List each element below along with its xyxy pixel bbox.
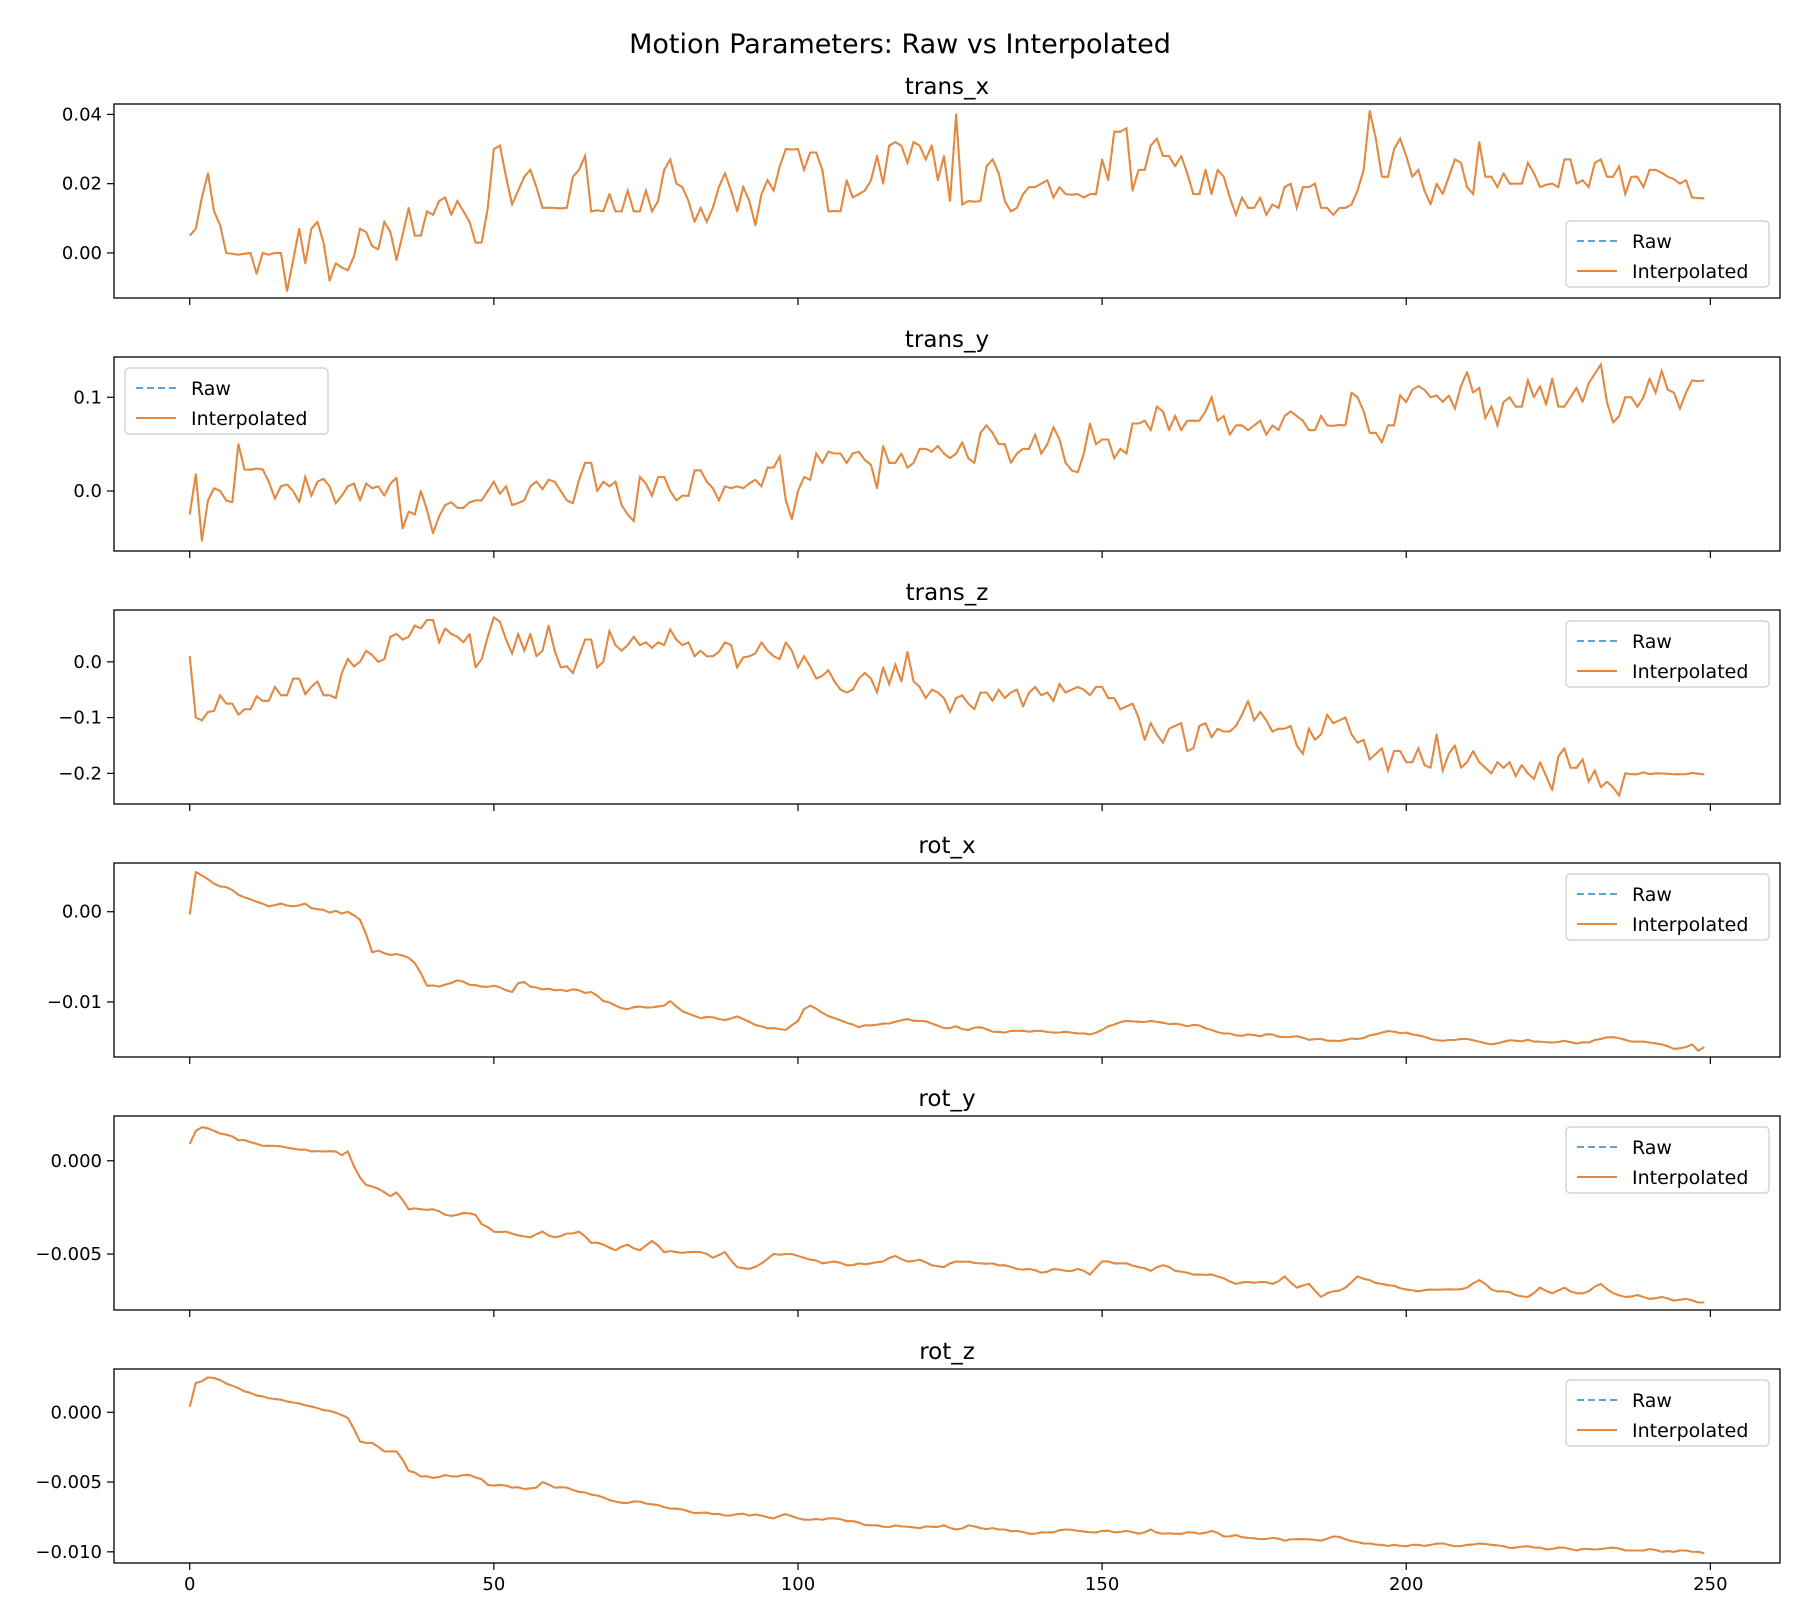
subplot-rot-y: rot_y −0.005 0.000 Raw Interpolated: [35, 1086, 1781, 1317]
x-tick-label: 100: [781, 1574, 815, 1595]
series-line-interpolated: [188, 871, 1705, 1052]
axes-frame: [113, 103, 1781, 299]
y-tick-label: 0.0: [73, 652, 102, 673]
y-tick-label: 0.1: [73, 387, 102, 408]
legend-item-interpolated-label: Interpolated: [191, 408, 307, 430]
legend: Raw Interpolated: [1565, 220, 1770, 288]
subplot-title: trans_z: [906, 580, 989, 606]
y-tick-label: 0.0: [73, 481, 102, 502]
legend-item-raw-label: Raw: [1632, 231, 1672, 253]
axes-frame: [113, 1368, 1781, 1564]
series-line-raw: [188, 870, 1705, 1052]
subplot-rot-x: rot_x −0.01 0.00 Raw Interpolated: [47, 833, 1781, 1064]
subplot-trans-z: trans_z −0.2 −0.1 0.0 Raw Interpolated: [58, 580, 1781, 811]
series-line-interpolated: [188, 1376, 1705, 1555]
legend: Raw Interpolated: [1565, 873, 1770, 941]
legend-item-raw-label: Raw: [1632, 631, 1672, 653]
series-line-interpolated: [188, 1126, 1705, 1304]
legend-item-interpolated-label: Interpolated: [1632, 1167, 1748, 1189]
subplot-title: rot_z: [919, 1339, 975, 1365]
subplot-title: trans_x: [905, 74, 989, 100]
series-line-raw: [188, 110, 1705, 292]
y-tick-label: −0.01: [47, 992, 102, 1013]
figure-title: Motion Parameters: Raw vs Interpolated: [629, 29, 1171, 60]
y-tick-label: 0.000: [50, 1151, 102, 1172]
subplot-rot-z: rot_z −0.010 −0.005 0.000 0 50 100 150 200 250 Raw…: [35, 1339, 1781, 1595]
legend-item-interpolated-label: Interpolated: [1632, 261, 1748, 283]
x-tick-label: 50: [482, 1574, 505, 1595]
y-tick-label: 0.04: [62, 104, 102, 125]
legend-item-raw-label: Raw: [191, 378, 231, 400]
axes-frame: [113, 356, 1781, 552]
legend-item-raw-label: Raw: [1632, 1137, 1672, 1159]
legend: Raw Interpolated: [1565, 620, 1770, 688]
subplot-title: rot_x: [918, 833, 975, 859]
legend: Raw Interpolated: [124, 367, 329, 435]
y-tick-label: 0.02: [62, 174, 102, 195]
legend-item-interpolated-label: Interpolated: [1632, 914, 1748, 936]
y-tick-label: 0.00: [62, 902, 102, 923]
series-line-interpolated: [188, 109, 1705, 293]
series-line-raw: [188, 361, 1705, 541]
x-tick-label: 200: [1389, 1574, 1423, 1595]
series-line-interpolated: [188, 616, 1705, 797]
legend: Raw Interpolated: [1565, 1126, 1770, 1194]
series-line-interpolated: [188, 363, 1705, 542]
subplot-trans-x: trans_x 0.00 0.02 0.04 Raw Interpolated: [62, 74, 1781, 305]
legend: Raw Interpolated: [1565, 1379, 1770, 1447]
subplot-title: rot_y: [918, 1086, 975, 1112]
y-tick-label: −0.005: [35, 1244, 102, 1265]
y-tick-label: −0.2: [58, 763, 102, 784]
y-tick-label: 0.000: [50, 1402, 102, 1423]
y-tick-label: −0.1: [58, 708, 102, 729]
axes-frame: [113, 609, 1781, 805]
axes-frame: [113, 1115, 1781, 1311]
x-tick-label: 0: [184, 1574, 195, 1595]
x-tick-label: 250: [1693, 1574, 1727, 1595]
series-line-raw: [188, 1126, 1705, 1304]
legend-item-interpolated-label: Interpolated: [1632, 661, 1748, 683]
axes-frame: [113, 862, 1781, 1058]
legend-item-raw-label: Raw: [1632, 884, 1672, 906]
y-tick-label: −0.005: [35, 1472, 102, 1493]
legend-item-raw-label: Raw: [1632, 1390, 1672, 1412]
legend-item-interpolated-label: Interpolated: [1632, 1420, 1748, 1442]
subplot-trans-y: trans_y 0.0 0.1 Raw Interpolated: [73, 327, 1781, 558]
x-tick-label: 150: [1085, 1574, 1119, 1595]
y-tick-label: 0.00: [62, 243, 102, 264]
subplots-container: trans_x0.000.020.04RawInterpolatedtrans_…: [35, 74, 1781, 1595]
y-tick-label: −0.010: [35, 1542, 102, 1563]
subplot-title: trans_y: [905, 327, 989, 353]
